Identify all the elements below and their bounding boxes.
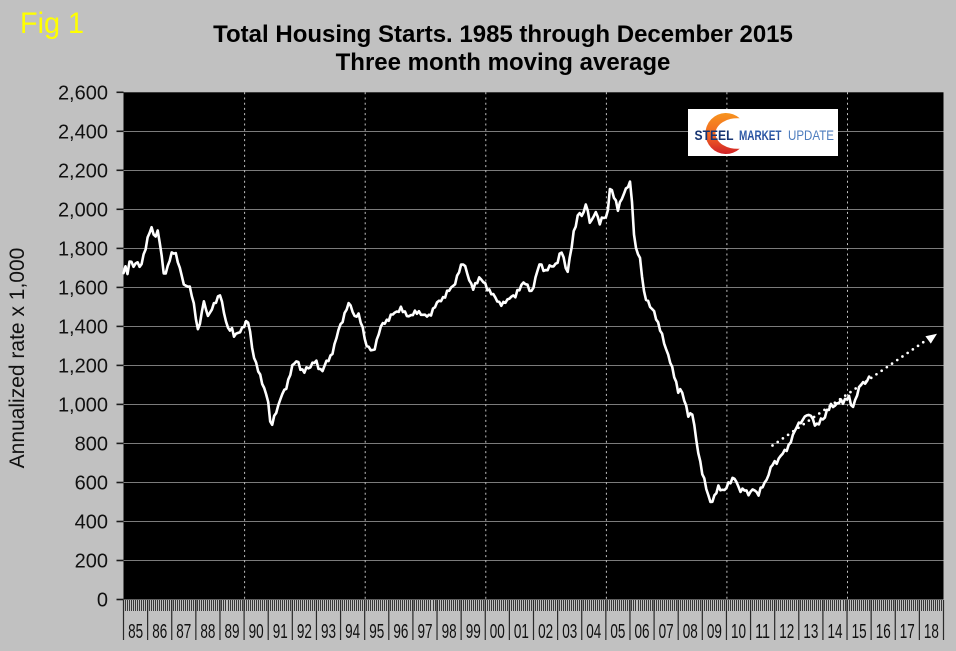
svg-text:93: 93: [321, 620, 336, 643]
svg-text:2,600: 2,600: [58, 82, 108, 104]
svg-text:94: 94: [345, 620, 360, 643]
svg-text:Fig 1: Fig 1: [20, 7, 84, 40]
svg-text:400: 400: [75, 512, 108, 534]
svg-text:06: 06: [635, 620, 650, 643]
svg-text:16: 16: [876, 620, 891, 643]
svg-text:88: 88: [200, 620, 215, 643]
svg-text:07: 07: [659, 620, 674, 643]
svg-text:04: 04: [586, 620, 601, 643]
svg-text:800: 800: [75, 433, 108, 455]
svg-text:14: 14: [828, 620, 843, 643]
svg-text:03: 03: [562, 620, 577, 643]
svg-text:92: 92: [297, 620, 312, 643]
svg-text:12: 12: [779, 620, 794, 643]
svg-text:91: 91: [273, 620, 288, 643]
svg-text:85: 85: [128, 620, 143, 643]
svg-text:00: 00: [490, 620, 505, 643]
svg-text:86: 86: [152, 620, 167, 643]
svg-text:Three month moving average: Three month moving average: [336, 49, 671, 76]
svg-text:1,000: 1,000: [58, 394, 108, 416]
svg-text:02: 02: [538, 620, 553, 643]
svg-text:09: 09: [707, 620, 722, 643]
svg-text:2,200: 2,200: [58, 160, 108, 182]
svg-text:Total Housing Starts. 1985 thr: Total Housing Starts. 1985 through Decem…: [213, 21, 793, 48]
svg-text:11: 11: [755, 620, 770, 643]
svg-text:89: 89: [225, 620, 240, 643]
svg-text:MARKET: MARKET: [739, 128, 782, 143]
svg-text:1,800: 1,800: [58, 238, 108, 260]
svg-text:99: 99: [466, 620, 481, 643]
svg-text:200: 200: [75, 551, 108, 573]
svg-text:17: 17: [900, 620, 915, 643]
svg-text:1,400: 1,400: [58, 316, 108, 338]
svg-text:87: 87: [176, 620, 191, 643]
svg-text:13: 13: [803, 620, 818, 643]
svg-text:1,200: 1,200: [58, 355, 108, 377]
svg-text:2,000: 2,000: [58, 199, 108, 221]
svg-text:STEEL: STEEL: [695, 128, 734, 143]
svg-text:98: 98: [442, 620, 457, 643]
svg-text:0: 0: [97, 590, 108, 612]
svg-text:10: 10: [731, 620, 746, 643]
svg-text:01: 01: [514, 620, 529, 643]
svg-text:90: 90: [249, 620, 264, 643]
svg-text:05: 05: [610, 620, 625, 643]
svg-text:18: 18: [924, 620, 939, 643]
svg-text:Annualized rate x 1,000: Annualized rate x 1,000: [6, 248, 29, 469]
svg-text:95: 95: [369, 620, 384, 643]
svg-text:1,600: 1,600: [58, 277, 108, 299]
svg-text:600: 600: [75, 473, 108, 495]
svg-text:15: 15: [852, 620, 867, 643]
svg-text:96: 96: [393, 620, 408, 643]
svg-text:2,400: 2,400: [58, 121, 108, 143]
svg-text:97: 97: [418, 620, 433, 643]
svg-text:UPDATE: UPDATE: [788, 128, 834, 143]
svg-text:08: 08: [683, 620, 698, 643]
